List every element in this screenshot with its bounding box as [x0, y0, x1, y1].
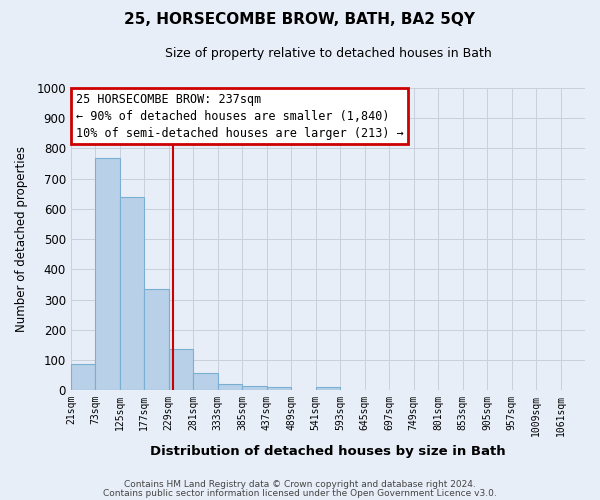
Bar: [316, 387, 340, 390]
Bar: [266, 387, 291, 390]
Text: 25 HORSECOMBE BROW: 237sqm
← 90% of detached houses are smaller (1,840)
10% of s: 25 HORSECOMBE BROW: 237sqm ← 90% of deta…: [76, 92, 404, 140]
Bar: [169, 350, 193, 390]
Text: Contains public sector information licensed under the Open Government Licence v3: Contains public sector information licen…: [103, 488, 497, 498]
X-axis label: Distribution of detached houses by size in Bath: Distribution of detached houses by size …: [150, 444, 506, 458]
Bar: [242, 386, 266, 390]
Y-axis label: Number of detached properties: Number of detached properties: [15, 146, 28, 332]
Bar: [193, 372, 218, 390]
Bar: [218, 384, 242, 390]
Bar: [120, 197, 144, 390]
Bar: [144, 289, 169, 390]
Text: Contains HM Land Registry data © Crown copyright and database right 2024.: Contains HM Land Registry data © Crown c…: [124, 480, 476, 489]
Bar: [71, 364, 95, 390]
Text: 25, HORSECOMBE BROW, BATH, BA2 5QY: 25, HORSECOMBE BROW, BATH, BA2 5QY: [125, 12, 476, 28]
Title: Size of property relative to detached houses in Bath: Size of property relative to detached ho…: [164, 48, 491, 60]
Bar: [95, 158, 120, 390]
